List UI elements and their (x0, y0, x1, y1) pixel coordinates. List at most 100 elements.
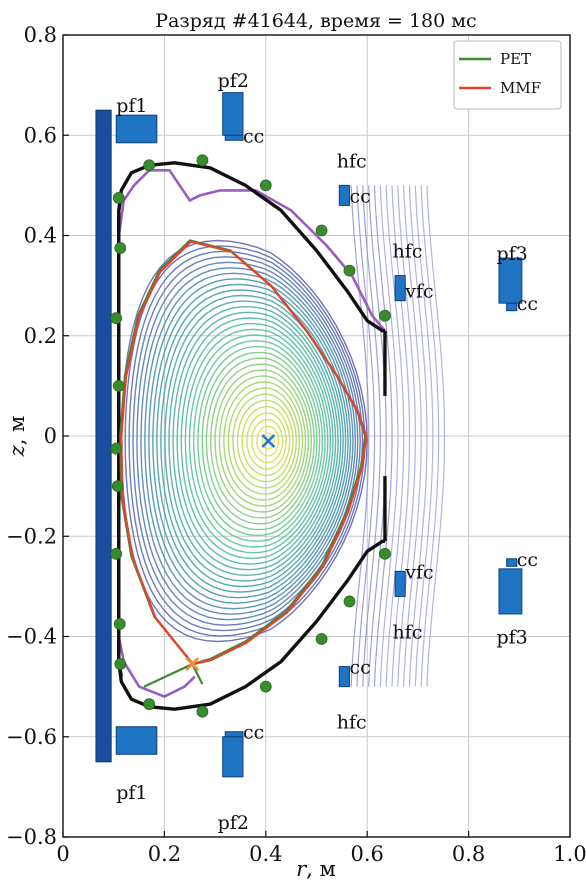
open-field-line (414, 185, 434, 687)
flux-surface (214, 369, 310, 513)
y-tick-label: 0.2 (24, 324, 57, 348)
open-field-line (385, 185, 405, 687)
chart-title: Разряд #41644, время = 180 мс (155, 10, 476, 32)
magnetic-axis-marker (261, 434, 276, 448)
x-tick-label: 0.4 (249, 842, 282, 866)
coil-label-pf2: pf2 (218, 812, 249, 834)
diagnostic-point (315, 224, 328, 237)
diagnostic-point (379, 309, 391, 322)
diagnostic-point (112, 192, 125, 204)
diagnostic-point (259, 179, 272, 192)
open-field-line (420, 185, 440, 687)
flux-surface (152, 283, 349, 599)
x-tick-label: 1.0 (553, 842, 586, 866)
coil-label-cc: cc (517, 293, 538, 315)
coil-vfc (394, 570, 406, 597)
x-axis-variable: r (296, 857, 308, 881)
y-axis-label: z, м (5, 416, 29, 458)
flux-surface (261, 432, 275, 450)
flux-surface (136, 261, 359, 621)
open-field-line (403, 185, 422, 687)
open-field-line (368, 185, 387, 687)
diagnostic-point (114, 242, 127, 254)
flux-surface (256, 425, 280, 457)
open-field-line (362, 185, 382, 687)
x-tick-label: 0.8 (452, 842, 485, 866)
flux-surface (192, 340, 324, 542)
diagnostic-point (379, 547, 391, 560)
diagnostic-point (196, 705, 209, 718)
coil-cc (224, 134, 244, 141)
coil-label-cc: cc (243, 722, 264, 744)
flux-surface (168, 305, 339, 577)
coil-label-vfc: vfc (404, 281, 433, 303)
flux-surface (201, 351, 318, 531)
diagnostic-point (110, 442, 123, 455)
y-tick-label: −0.4 (6, 625, 57, 649)
flux-surface (184, 328, 329, 554)
y-tick-label: 0.8 (24, 23, 57, 47)
coil-cc (506, 558, 518, 567)
central-solenoid (95, 109, 112, 763)
open-field-line (426, 185, 446, 687)
flux-surface (205, 357, 315, 525)
open-field-line (373, 185, 393, 687)
limiter-contour (117, 169, 386, 699)
y-axis-variable: z (5, 444, 29, 457)
diagnostic-point (143, 698, 156, 711)
coil-label-hfc: hfc (393, 241, 423, 263)
coil-label-cc: cc (349, 657, 370, 679)
coil-cc (338, 666, 350, 688)
coil-label-hfc: hfc (337, 150, 367, 172)
coil-labels: pf1 pf1 pf2 pf2 pf3 pf3 cc cc cc cc cc cc vfc vfc hfc h… (116, 70, 538, 834)
diagnostic-point (196, 154, 209, 167)
open-field-line (356, 185, 376, 687)
coil-label-hfc: hfc (393, 621, 423, 643)
diagnostic-point (114, 658, 127, 670)
flux-surface (246, 412, 287, 470)
axis-ticks: 0 0.2 0.4 0.6 0.8 1.0 −0.8 −0.6 −0.4 −0.2 0 0.2 0.4 0… (6, 23, 586, 866)
coil-label-pf1: pf1 (116, 782, 147, 804)
coil-label-cc: cc (349, 185, 370, 207)
flux-surface (144, 272, 354, 610)
flux-surface (223, 381, 304, 501)
x-point-marker (185, 657, 200, 671)
coil-vfc (394, 275, 406, 302)
open-field-line (350, 185, 370, 687)
diagnostic-point (113, 618, 126, 630)
coil-label-vfc: vfc (404, 561, 433, 583)
coil-pf2 (222, 736, 244, 778)
flux-surface (241, 405, 291, 477)
y-tick-label: −0.2 (6, 524, 57, 548)
flux-surface (232, 393, 298, 489)
flux-surface (218, 375, 307, 507)
diagnostic-point (343, 595, 356, 608)
coil-label-cc: cc (243, 125, 264, 147)
coil-label-hfc: hfc (337, 712, 367, 734)
diagnostic-point (143, 159, 156, 172)
x-tick-label: 0.6 (350, 842, 383, 866)
series-line-mmf (120, 240, 368, 666)
diagnostic-point (110, 547, 123, 560)
coil-label-pf3: pf3 (496, 627, 527, 649)
diagnostic-point (343, 264, 356, 277)
coil-cc (506, 302, 518, 312)
coil-pf2 (222, 92, 244, 136)
diagnostic-point (315, 633, 328, 645)
coil-pf1 (115, 114, 158, 144)
open-field-line (408, 185, 428, 687)
x-tick-label: 0 (56, 842, 69, 866)
flux-surface (209, 363, 313, 519)
diagnostic-point (111, 480, 124, 493)
y-tick-label: 0.6 (24, 123, 57, 147)
flux-surface (172, 311, 337, 571)
y-tick-label: 0 (44, 424, 57, 448)
coil-cc (338, 184, 350, 206)
flux-surface (180, 322, 332, 560)
coil-pf3 (498, 568, 523, 615)
flux-surface (160, 294, 344, 588)
diagnostic-point (112, 379, 125, 392)
markers (110, 154, 391, 718)
coil-cc (224, 731, 244, 738)
coil-label-pf1: pf1 (116, 95, 147, 117)
